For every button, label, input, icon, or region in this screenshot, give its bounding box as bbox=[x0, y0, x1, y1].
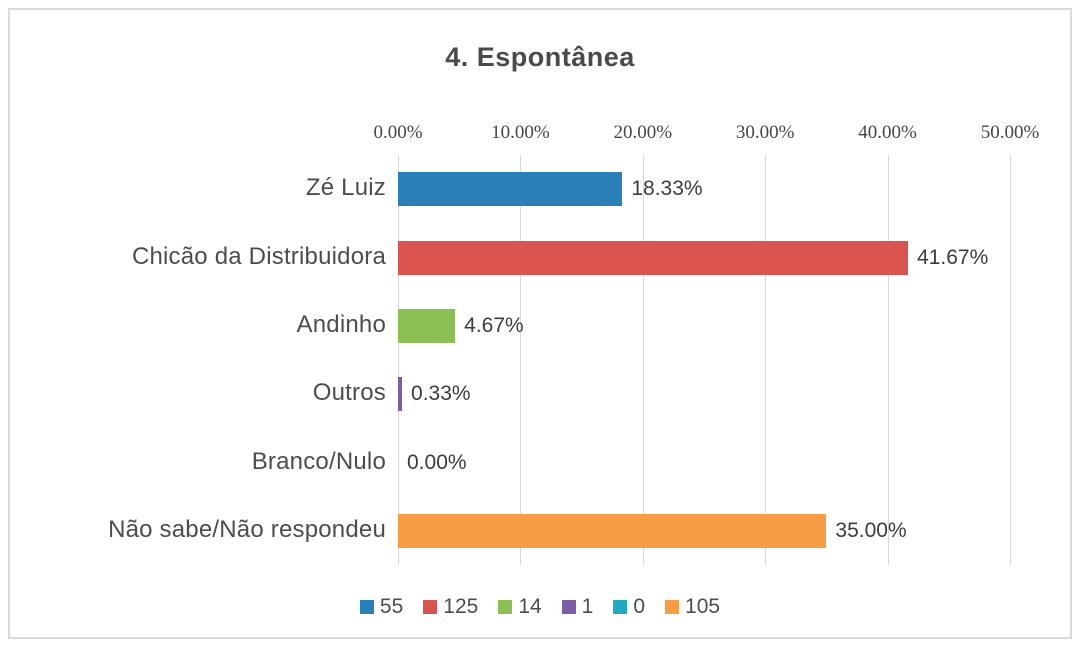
x-axis-tick-label: 0.00% bbox=[373, 122, 423, 143]
x-axis-tick-label: 40.00% bbox=[858, 122, 917, 143]
legend-item: 1 bbox=[561, 595, 594, 619]
bar-2 bbox=[398, 240, 909, 275]
value-label: 18.33% bbox=[631, 177, 703, 201]
legend: 55 125 14 1 0 105 bbox=[10, 595, 1070, 619]
gridline bbox=[765, 155, 767, 565]
legend-swatch bbox=[665, 600, 680, 614]
legend-item: 14 bbox=[498, 595, 542, 619]
legend-swatch bbox=[613, 600, 628, 614]
legend-label: 55 bbox=[379, 595, 404, 618]
gridline bbox=[520, 155, 522, 565]
gridline bbox=[398, 155, 399, 565]
legend-swatch bbox=[561, 600, 576, 614]
legend-label: 1 bbox=[581, 595, 594, 618]
plot-area bbox=[398, 155, 1011, 565]
value-label: 35.00% bbox=[835, 518, 907, 542]
category-label: Outros bbox=[312, 379, 386, 407]
legend-item: 125 bbox=[423, 595, 478, 619]
bar-6 bbox=[398, 513, 827, 548]
category-label: Não sabe/Não respondeu bbox=[108, 515, 386, 543]
legend-label: 105 bbox=[685, 595, 721, 618]
legend-item: 105 bbox=[665, 595, 720, 619]
category-label: Chicão da Distribuidora bbox=[131, 242, 386, 270]
x-axis: 0.00% 10.00% 20.00% 30.00% 40.00% 50.00% bbox=[10, 122, 1070, 148]
legend-label: 14 bbox=[518, 595, 542, 618]
category-label: Branco/Nulo bbox=[251, 447, 386, 475]
gridline bbox=[887, 155, 889, 565]
x-axis-tick-label: 50.00% bbox=[980, 122, 1040, 143]
value-label: 0.33% bbox=[411, 382, 471, 406]
value-label: 4.67% bbox=[464, 313, 524, 337]
gridline bbox=[642, 155, 644, 565]
legend-label: 0 bbox=[633, 595, 646, 618]
legend-swatch bbox=[423, 600, 438, 614]
chart-frame: 4. Espontânea 0.00% 10.00% 20.00% 30.00% 40.… bbox=[8, 8, 1072, 639]
gridline bbox=[1010, 155, 1011, 565]
category-label: Andinho bbox=[296, 310, 386, 338]
legend-item: 0 bbox=[613, 595, 645, 619]
value-label: 41.67% bbox=[917, 245, 989, 269]
legend-swatch bbox=[359, 600, 374, 614]
bar-3 bbox=[398, 308, 456, 343]
category-label: Zé Luiz bbox=[305, 174, 386, 202]
x-axis-tick-label: 10.00% bbox=[491, 122, 550, 143]
bar-4 bbox=[398, 377, 403, 412]
x-axis-tick-label: 30.00% bbox=[735, 122, 795, 143]
value-label: 0.00% bbox=[407, 450, 467, 474]
bar-1 bbox=[398, 172, 623, 207]
x-axis-tick-label: 20.00% bbox=[613, 122, 673, 143]
chart-title: 4. Espontânea bbox=[445, 42, 635, 72]
legend-swatch bbox=[498, 600, 513, 614]
legend-label: 125 bbox=[443, 595, 479, 618]
legend-item: 55 bbox=[359, 595, 404, 619]
